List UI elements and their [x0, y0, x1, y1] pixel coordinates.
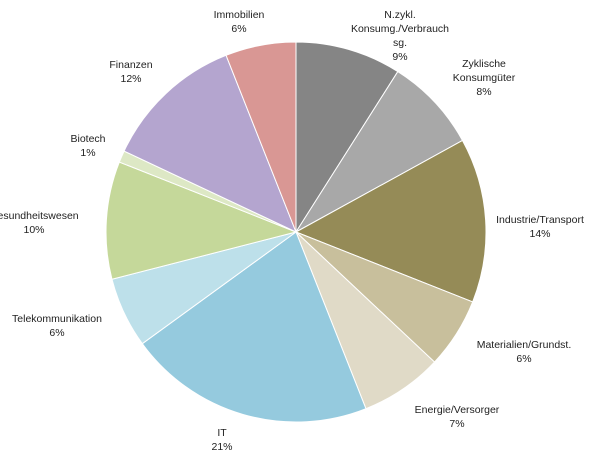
- slice-label-9: Finanzen 12%: [109, 59, 152, 85]
- slice-label-3: Materialien/Grundst. 6%: [477, 339, 572, 365]
- pie-slice-10: [225, 41, 297, 233]
- pie-slice-5: [141, 231, 367, 423]
- pie-slice-7: [105, 161, 298, 280]
- slice-label-2: Industrie/Transport 14%: [496, 214, 584, 240]
- slice-label-4: Energie/Versorger 7%: [415, 404, 500, 430]
- slice-label-0: N.zykl. Konsumg./Verbrauch sg. 9%: [351, 9, 449, 63]
- pie-slice-2: [294, 139, 487, 303]
- slice-label-10: Immobilien 6%: [214, 9, 265, 35]
- slice-label-1: Zyklische Konsumgüter 8%: [453, 58, 516, 98]
- pie-labels: N.zykl. Konsumg./Verbrauch sg. 9%Zyklische K…: [0, 9, 584, 453]
- pie-slices: [105, 41, 487, 423]
- slice-label-6: Telekommunikation 6%: [12, 313, 102, 339]
- pie-slice-0: [295, 41, 399, 234]
- slice-label-5: IT 21%: [211, 427, 232, 453]
- pie-slice-1: [295, 70, 464, 233]
- slice-label-7: Gesundheitswesen10%: [0, 210, 79, 236]
- slice-label-8: Biotech 1%: [70, 133, 105, 159]
- pie-slice-9: [123, 54, 297, 233]
